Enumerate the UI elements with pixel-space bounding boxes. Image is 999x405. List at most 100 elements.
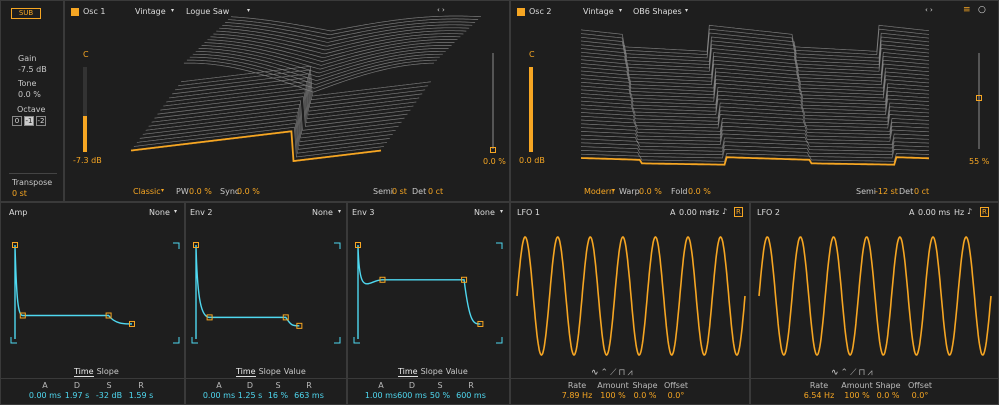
param-value[interactable]: 1.25 s <box>237 391 263 400</box>
osc1-det-value[interactable]: 0 ct <box>428 187 444 196</box>
release-param[interactable]: R 600 ms <box>451 381 491 400</box>
lfo-hz-toggle[interactable]: Hz <box>954 208 965 217</box>
osc1-right-value[interactable]: 0.0 % <box>483 157 506 166</box>
sub-toggle-button[interactable]: SUB <box>11 8 41 19</box>
tab-time[interactable]: Time <box>398 367 418 377</box>
param-value[interactable]: 0.00 ms <box>202 391 236 400</box>
osc2-right-value[interactable]: 55 % <box>969 157 990 166</box>
envelope-dest-select[interactable]: None <box>312 208 333 217</box>
attack-param[interactable]: A 0.00 ms <box>199 381 239 400</box>
triangle-shape-icon[interactable]: ⌃ <box>840 368 851 378</box>
envelope-dest-select[interactable]: None <box>149 208 170 217</box>
rate-param[interactable]: Rate 7.89 Hz <box>557 381 597 400</box>
tab-time[interactable]: Time <box>74 367 94 377</box>
offset-param[interactable]: Offset 0.0° <box>900 381 940 400</box>
random-shape-icon[interactable]: ⩘ <box>627 368 635 378</box>
retrigger-icon[interactable]: R <box>980 207 989 217</box>
param-value[interactable]: 16 % <box>267 391 289 400</box>
decay-param[interactable]: D 600 ms <box>392 381 432 400</box>
lfo-shape-selector[interactable]: ∿⌃⟋⊓⩘ <box>591 368 635 378</box>
osc2-enable-toggle[interactable] <box>517 8 525 16</box>
octave-0-button[interactable]: 0 <box>12 116 22 126</box>
shape-param[interactable]: Shape 0.0 % <box>868 381 908 400</box>
param-value[interactable]: 0.0° <box>667 391 685 400</box>
release-param[interactable]: R 663 ms <box>289 381 329 400</box>
param-value[interactable]: 50 % <box>429 391 451 400</box>
tab-value[interactable]: Value <box>445 367 468 376</box>
prev-next-arrows-icon[interactable]: ‹ › <box>925 6 933 14</box>
shape-param[interactable]: Shape 0.0 % <box>625 381 665 400</box>
decay-param[interactable]: D 1.25 s <box>230 381 270 400</box>
note-icon[interactable]: ♪ <box>722 207 728 216</box>
octave-minus1-button[interactable]: -1 <box>24 116 34 126</box>
lfo-shape-selector[interactable]: ∿⌃⟋⊓⩘ <box>831 368 875 378</box>
osc2-wave-select[interactable]: OB6 Shapes <box>633 7 682 16</box>
lfo-attack-value[interactable]: 0.00 ms <box>918 208 951 217</box>
square-shape-icon[interactable]: ⊓ <box>858 368 868 378</box>
retrigger-icon[interactable]: R <box>734 207 743 217</box>
osc1-level-value[interactable]: -7.3 dB <box>73 156 102 165</box>
param-value[interactable]: 0.0 % <box>633 391 657 400</box>
osc1-pw-value[interactable]: 0.0 % <box>189 187 212 196</box>
osc2-level-value[interactable]: 0.0 dB <box>519 156 545 165</box>
param-value[interactable]: 1.00 ms <box>364 391 398 400</box>
envelope-dest-select[interactable]: None <box>474 208 495 217</box>
osc2-det-value[interactable]: 0 ct <box>914 187 930 196</box>
param-value[interactable]: 0.0° <box>911 391 929 400</box>
tab-time[interactable]: Time <box>236 367 256 377</box>
saw-shape-icon[interactable]: ⟋ <box>850 368 859 378</box>
transpose-value[interactable]: 0 st <box>12 189 27 198</box>
attack-param[interactable]: A 0.00 ms <box>25 381 65 400</box>
param-value[interactable]: 600 ms <box>456 391 486 400</box>
osc2-right-handle[interactable] <box>976 95 982 101</box>
param-value[interactable]: 0.00 ms <box>28 391 62 400</box>
osc2-semi-value[interactable]: -12 st <box>875 187 898 196</box>
envelope-display[interactable] <box>353 242 503 344</box>
osc1-enable-toggle[interactable] <box>71 8 79 16</box>
lfo-hz-toggle[interactable]: Hz <box>709 208 720 217</box>
osc1-semi-value[interactable]: 0 st <box>392 187 407 196</box>
lfo-attack-value[interactable]: 0.00 ms <box>679 208 712 217</box>
tab-slope[interactable]: Slope <box>258 367 281 376</box>
osc1-level-meter[interactable] <box>83 67 87 152</box>
param-value[interactable]: 100 % <box>844 391 870 400</box>
osc1-right-handle[interactable] <box>490 147 496 153</box>
sustain-param[interactable]: S -32 dB <box>89 381 129 400</box>
hamburger-icon[interactable]: ≡ <box>963 5 971 15</box>
triangle-shape-icon[interactable]: ⌃ <box>600 368 611 378</box>
param-value[interactable]: 1.97 s <box>64 391 90 400</box>
param-value[interactable]: -32 dB <box>95 391 123 400</box>
osc1-wave-select[interactable]: Logue Saw <box>186 7 230 16</box>
saw-shape-icon[interactable]: ⟋ <box>610 368 619 378</box>
sustain-param[interactable]: S 50 % <box>420 381 460 400</box>
osc2-fold-value[interactable]: 0.0 % <box>688 187 711 196</box>
sustain-param[interactable]: S 16 % <box>258 381 298 400</box>
param-value[interactable]: 100 % <box>600 391 626 400</box>
sine-shape-icon[interactable]: ∿ <box>831 368 841 378</box>
offset-param[interactable]: Offset 0.0° <box>656 381 696 400</box>
note-icon[interactable]: ♪ <box>967 207 973 216</box>
param-value[interactable]: 600 ms <box>397 391 427 400</box>
circle-icon[interactable]: ○ <box>978 5 986 15</box>
param-value[interactable]: 663 ms <box>294 391 324 400</box>
gain-value[interactable]: -7.5 dB <box>18 65 47 74</box>
osc2-mode-select[interactable]: Modern <box>584 187 615 196</box>
tab-value[interactable]: Value <box>283 367 306 376</box>
envelope-display[interactable] <box>10 242 180 344</box>
decay-param[interactable]: D 1.97 s <box>57 381 97 400</box>
osc1-sync-value[interactable]: 0.0 % <box>237 187 260 196</box>
rate-param[interactable]: Rate 6.54 Hz <box>799 381 839 400</box>
osc2-warp-value[interactable]: 0.0 % <box>639 187 662 196</box>
attack-param[interactable]: A 1.00 ms <box>361 381 401 400</box>
release-param[interactable]: R 1.59 s <box>121 381 161 400</box>
param-value[interactable]: 6.54 Hz <box>803 391 835 400</box>
param-value[interactable]: 7.89 Hz <box>561 391 593 400</box>
octave-minus2-button[interactable]: -2 <box>36 116 46 126</box>
osc2-type-select[interactable]: Vintage <box>583 7 614 16</box>
random-shape-icon[interactable]: ⩘ <box>867 368 875 378</box>
osc1-right-slider[interactable] <box>492 53 494 149</box>
osc1-mode-select[interactable]: Classic <box>133 187 161 196</box>
osc2-right-slider[interactable] <box>978 53 980 149</box>
amount-param[interactable]: Amount 100 % <box>837 381 877 400</box>
osc1-type-select[interactable]: Vintage <box>135 7 166 16</box>
